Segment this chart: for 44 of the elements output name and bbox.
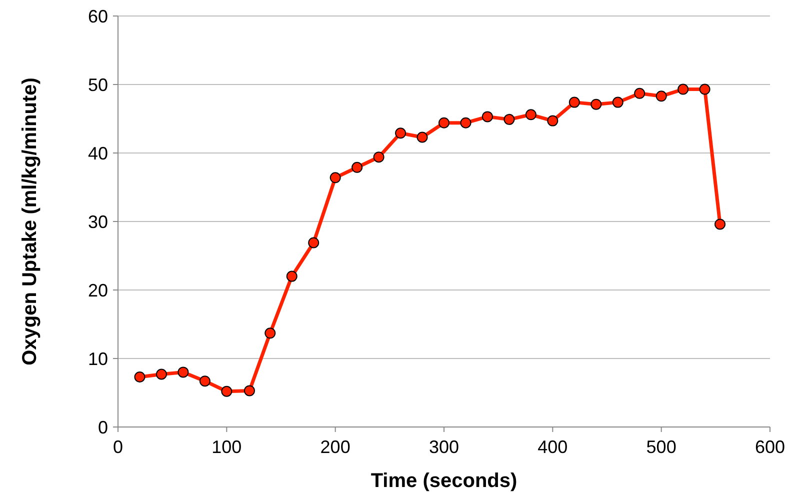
point: [438, 117, 450, 128]
point: [221, 386, 232, 397]
point: [612, 96, 624, 108]
point: [656, 90, 667, 102]
point: [547, 115, 558, 126]
point: [482, 111, 493, 122]
point: [330, 172, 341, 184]
point: [156, 368, 167, 380]
point: [568, 96, 580, 108]
point: [373, 152, 384, 163]
x-tick-label: 400: [538, 437, 568, 457]
point: [244, 385, 255, 396]
x-tick-label: 200: [320, 437, 350, 457]
point: [264, 328, 276, 339]
point: [395, 128, 406, 139]
y-axis-title: Oxygen Uptake (ml/kg/minute): [19, 78, 41, 366]
y-tick-label: 0: [98, 417, 108, 438]
y-tick-label: 50: [88, 74, 108, 95]
point: [416, 132, 428, 143]
point: [199, 376, 210, 387]
y-tick-label: 10: [88, 348, 108, 369]
point: [460, 117, 472, 128]
point: [590, 98, 602, 110]
x-tick-label: 600: [754, 437, 786, 457]
x-tick-label: 500: [646, 437, 676, 457]
point: [714, 218, 726, 230]
point: [352, 162, 363, 173]
point: [134, 371, 146, 382]
x-tick-label: 100: [212, 437, 242, 457]
point: [634, 88, 646, 99]
x-axis-title: Time (seconds): [370, 470, 518, 492]
x-tick-label: 300: [428, 437, 460, 457]
y-tick-label: 60: [88, 6, 108, 26]
y-tick-label: 40: [88, 143, 108, 164]
point: [678, 84, 689, 95]
x-tick-label: 0: [112, 437, 124, 457]
point: [699, 84, 710, 95]
y-tick-label: 20: [88, 280, 108, 300]
point: [178, 366, 189, 378]
point: [525, 109, 536, 120]
point: [308, 237, 320, 248]
point: [504, 114, 515, 125]
point: [286, 270, 298, 282]
y-tick-label: 30: [88, 212, 108, 232]
